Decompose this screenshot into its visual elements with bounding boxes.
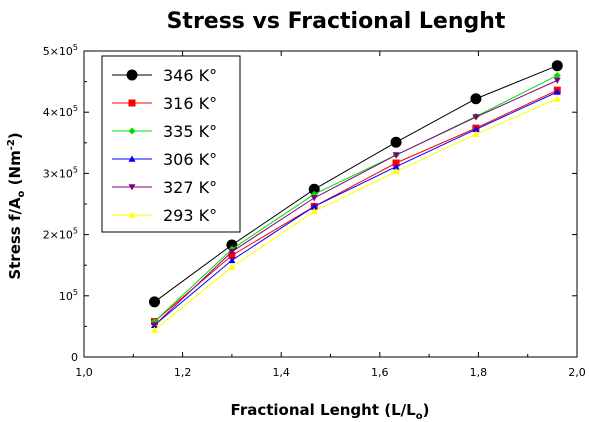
data-point (553, 71, 561, 79)
x-axis-label-subscript: o (416, 411, 423, 422)
series-4 (150, 77, 561, 329)
y-axis-label-superscript: -2 (6, 139, 17, 150)
series-line (154, 98, 558, 331)
data-point (392, 152, 400, 159)
series-line (154, 75, 558, 322)
y-tick-label: 5×105 (43, 43, 78, 58)
data-point (392, 163, 400, 170)
x-axis-ticks: 1,0 1,2 1,4 1,6 1,8 2,0 (75, 51, 586, 379)
data-point (551, 60, 563, 72)
y-tick-label-exponent: 5 (73, 288, 78, 297)
series-line (154, 65, 558, 303)
series-3 (150, 88, 561, 328)
series-layer (148, 60, 563, 333)
y-tick-label-exponent: 5 (73, 104, 78, 113)
data-point (392, 168, 400, 175)
data-point (228, 256, 236, 264)
y-tick-label: 3×105 (43, 165, 78, 180)
legend-item: 346 K° (112, 66, 217, 85)
chart-title: Stress vs Fractional Lenght (167, 9, 506, 34)
data-point (390, 136, 402, 148)
data-point (150, 326, 158, 333)
x-tick-label: 1,2 (174, 366, 192, 379)
data-point (148, 296, 160, 308)
y-tick-label: 105 (59, 288, 78, 303)
data-point (228, 251, 236, 259)
legend-label: 327 K° (163, 178, 217, 197)
legend-marker (128, 99, 136, 107)
x-axis-label-text: Fractional Lenght (L/L (231, 401, 417, 419)
legend-marker (128, 211, 136, 218)
y-tick-label-exponent: 5 (73, 43, 78, 52)
data-point (472, 125, 480, 133)
series-line (154, 91, 558, 326)
legend-item: 335 K° (112, 122, 217, 141)
legend-label: 316 K° (163, 94, 217, 113)
y-tick-label: 0 (71, 351, 78, 364)
x-tick-label: 2,0 (568, 366, 586, 379)
x-axis-label-end: ) (423, 401, 430, 419)
data-point (310, 207, 318, 215)
data-point (392, 159, 400, 167)
y-tick-label-base: 10 (59, 290, 73, 303)
legend-item: 293 K° (112, 206, 217, 225)
x-tick-label: 1,8 (470, 366, 488, 379)
y-axis-label-unit: (Nm (6, 150, 24, 190)
legend-item: 306 K° (112, 150, 217, 169)
x-tick-label: 1,6 (371, 366, 389, 379)
data-point (150, 322, 158, 329)
series-5 (150, 95, 561, 333)
x-tick-label: 1,0 (75, 366, 93, 379)
y-tick-label: 4×105 (43, 104, 78, 119)
data-point (553, 88, 561, 95)
legend: 346 K° 316 K° 335 K° 306 K° 327 K° 293 K° (101, 55, 241, 233)
legend-marker (128, 127, 136, 135)
y-axis-label-subscript: o (16, 190, 27, 197)
data-point (553, 77, 561, 84)
data-point (228, 263, 236, 270)
legend-item: 316 K° (112, 94, 217, 113)
legend-box (101, 55, 241, 233)
y-tick-label-base: 4×10 (43, 106, 73, 119)
legend-item: 327 K° (112, 178, 217, 197)
data-point (470, 93, 482, 105)
y-tick-label-base: 5×10 (43, 45, 73, 58)
data-point (472, 114, 480, 121)
y-tick-label-base: 0 (71, 351, 78, 364)
y-axis-label-text: Stress f/A (6, 197, 24, 280)
legend-marker (128, 184, 136, 191)
y-tick-label: 2×105 (43, 227, 78, 242)
data-point (310, 195, 318, 202)
legend-label: 293 K° (163, 206, 217, 225)
legend-marker (128, 155, 136, 162)
x-tick-label: 1,4 (272, 366, 290, 379)
x-axis-label: Fractional Lenght (L/Lo) (231, 401, 430, 422)
y-axis-label: Stress f/Ao (Nm-2) (6, 132, 27, 279)
legend-label: 306 K° (163, 150, 217, 169)
data-point (472, 130, 480, 138)
data-point (228, 248, 236, 256)
y-axis-label-end: ) (6, 132, 24, 139)
y-tick-label-base: 3×10 (43, 167, 73, 180)
legend-label: 335 K° (163, 122, 217, 141)
data-point (553, 95, 561, 102)
legend-label: 346 K° (163, 66, 217, 85)
y-tick-label-base: 2×10 (43, 229, 73, 242)
y-tick-label-exponent: 5 (73, 165, 78, 174)
data-point (310, 202, 318, 210)
series-line (154, 79, 558, 326)
y-tick-label-exponent: 5 (73, 227, 78, 236)
series-line (154, 89, 558, 322)
legend-marker (126, 69, 138, 81)
